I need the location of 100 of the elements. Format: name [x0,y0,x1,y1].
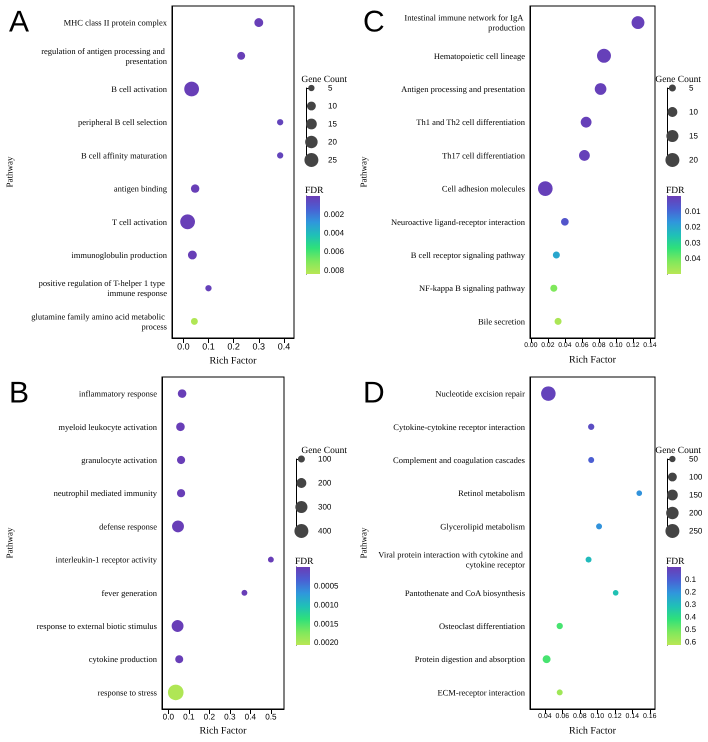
y-tick-label: T cell activation [112,216,168,227]
x-tick-label: 0.0 [162,712,174,722]
legend-label: 20 [689,156,698,164]
chart-title: A [9,6,30,38]
legend-label: 5 [689,84,694,92]
y-tick-label: defense response [99,521,158,532]
y-tick-label: B cell receptor signaling pathway [410,250,526,260]
chart-title: B [9,376,30,410]
legend-label: 50 [689,454,698,464]
legend-title: Gene Count [301,446,348,456]
legend-label: 15 [689,132,698,140]
y-tick-label: Neuroactive ligand-receptor interaction [390,216,526,227]
y-axis-title: Pathway [358,156,368,188]
x-tick-label: 0.4 [278,342,290,352]
y-tick-label: Cytokine-cytokine receptor interaction [393,422,526,432]
color-bar-title: FDR [666,557,686,567]
legend-label: 200 [318,478,332,488]
y-tick-label: Cell adhesion molecules [442,184,525,194]
color-bar-label: 0.0005 [314,581,340,590]
x-tick-label: 0.5 [265,712,278,722]
y-tick-label: B cell activation [111,84,168,94]
legend-label: 300 [318,502,332,512]
legend-label: 400 [318,526,332,536]
x-tick-label: 0.4 [244,712,257,722]
color-bar-label: 0.6 [685,637,697,646]
x-tick-label: 0.0 [177,342,190,352]
y-tick-label: granulocyte activation [81,455,158,465]
color-bar-title: FDR [305,186,324,196]
y-axis-title: Pathway [4,156,14,188]
y-tick-label: Antigen processing and presentation [401,84,526,94]
color-bar-label: 0.1 [685,574,697,584]
legend-label: 20 [328,138,338,146]
legend-label: 10 [689,108,698,116]
y-tick-label: regulation of antigen processing and presentation [41,46,168,66]
color-bar-label: 0.006 [324,247,345,256]
legend-title: Gene Count [655,75,702,85]
color-bar-label: 0.02 [685,222,702,232]
y-tick-label: NF-kappa B signaling pathway [419,283,526,294]
y-axis-title: Pathway [358,527,368,558]
x-tick-label: 0.1 [202,342,215,352]
legend-label: 15 [328,120,338,128]
color-bar-label: 0.004 [324,228,345,238]
y-tick-label: Pantothenate and CoA biosynthesis [404,588,525,598]
legend-label: 100 [318,454,332,464]
x-tick-label: 0.1 [183,712,195,722]
y-tick-label: Viral protein interaction with cytokine and cytokine receptor [378,550,526,570]
color-bar-label: 0.0015 [314,619,340,628]
y-tick-label: positive regulation of T-helper 1 type immune response [38,278,168,298]
color-bar-label: 0.008 [324,266,345,275]
y-tick-label: fever generation [102,588,158,598]
color-bar-label: 0.3 [685,600,697,609]
x-tick-label: 0.3 [252,342,266,352]
x-tick-label: 0.2 [204,712,216,722]
chart-title: D [363,376,385,410]
y-tick-label: Complement and coagulation cascades [393,455,525,465]
color-bar-title: FDR [295,557,314,567]
y-tick-label: inflammatory response [78,388,158,399]
x-tick-label: 0.3 [224,712,236,722]
color-bar-label: 0.03 [685,238,702,248]
x-axis-title: Rich Factor [569,354,617,366]
y-tick-label: Glycerolipid metabolism [440,521,526,532]
legend-label: 200 [689,508,703,518]
y-tick-label: Intestinal immune network for IgA production [404,12,526,33]
chart-title: C [363,6,385,38]
color-bar-label: 0.2 [685,587,697,596]
x-axis-title: Rich Factor [210,355,258,366]
color-bar-label: 0.01 [685,207,702,216]
color-bar-label: 0.0010 [314,600,340,610]
y-tick-label: B cell affinity maturation [80,150,168,160]
x-axis-title: Rich Factor [569,726,617,736]
y-tick-label: peripheral B cell selection [78,117,168,128]
legend-label: 10 [328,102,338,110]
x-tick-label: 0.2 [227,342,240,352]
legend-title: Gene Count [301,75,348,85]
y-tick-label: Bile secretion [478,316,526,326]
y-tick-label: ECM-receptor interaction [437,687,526,698]
legend-label: 250 [689,526,703,536]
y-tick-label: Hematopoietic cell lineage [434,50,526,61]
legend-label: 100 [689,472,703,482]
y-tick-label: Osteoclast differentiation [439,621,526,631]
y-tick-label: Th17 cell differentiation [442,150,526,160]
y-tick-label: immunoglobulin production [71,250,168,260]
y-tick-label: Nucleotide excision repair [435,388,526,399]
legend-label: 150 [689,490,703,500]
color-bar-label: 0.5 [685,624,697,634]
color-bar-title: FDR [666,186,686,196]
y-tick-label: Protein digestion and absorption [414,654,526,664]
y-tick-label: neutrophil mediated immunity [54,488,158,498]
y-axis-title: Pathway [4,527,14,558]
x-axis-title: Rich Factor [200,726,248,736]
y-tick-label: myeloid leukocyte activation [58,422,158,432]
y-tick-label: cytokine production [88,654,158,664]
color-bar-label: 0.04 [685,254,702,263]
color-bar-label: 0.4 [685,612,697,622]
y-tick-label: response to external biotic stimulus [36,621,157,631]
legend-label: 5 [328,84,333,92]
color-bar-label: 0.002 [324,210,345,220]
y-tick-label: interleukin-1 receptor activity [56,554,158,565]
y-tick-label: glutamine family amino acid metabolic process [31,311,167,332]
legend-label: 25 [328,156,338,164]
